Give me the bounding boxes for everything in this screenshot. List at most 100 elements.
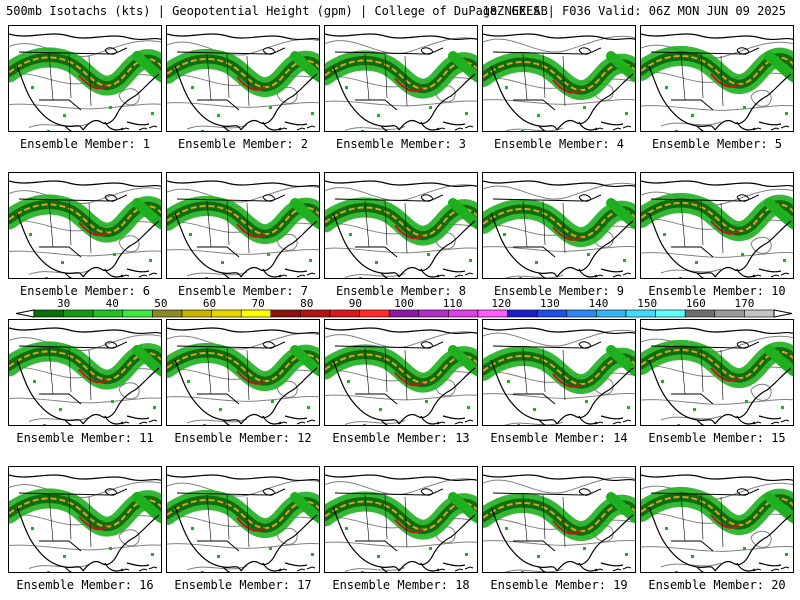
coastline [420,415,440,425]
colorbar-swatch [211,309,242,318]
coastline [641,180,793,188]
member-label-prefix: Ensemble Member: [651,137,775,151]
country-border [39,540,82,552]
coastline [398,514,476,572]
coastline [240,367,318,425]
coastline [483,474,635,482]
isotach-cell [677,424,680,425]
coastline [556,367,634,425]
height-contour [118,529,140,547]
isotach-cell [623,259,626,262]
island [464,272,474,276]
ensemble-map [9,327,161,425]
country-border [197,540,240,552]
height-contour [483,392,635,399]
ensemble-map [325,327,477,425]
isotach-cell [427,253,430,256]
country-border [513,99,556,111]
coastline [284,415,308,420]
isotach-cell [109,106,112,109]
isotach-cell [269,547,272,550]
member-number: 13 [455,431,470,445]
coastline [648,65,716,131]
island [594,421,604,425]
coastline [325,33,477,41]
island [306,419,316,423]
isotach-cell [537,114,540,117]
colorbar-swatch [596,309,627,318]
height-contour [641,251,793,258]
isotach-cell [467,406,470,409]
ensemble-map-panel [640,25,794,132]
island [780,419,790,423]
coastline [126,562,150,567]
coastline [380,419,389,425]
coastline [714,73,792,131]
ensemble-map [9,474,161,572]
member-number: 12 [297,431,312,445]
isotach-cell [693,408,696,411]
jet-max-contour [710,367,740,382]
colorbar-swatch [477,309,508,318]
isotach-cell [45,277,48,278]
height-contour [641,545,793,552]
island [454,568,464,572]
ensemble-map-panel [8,172,162,279]
height-contour [28,123,90,128]
coastline [736,121,756,131]
island [612,274,622,278]
ensemble-map [325,180,477,278]
isotach-cell [309,259,312,262]
great-lakes [262,47,276,55]
member-number: 4 [616,137,625,151]
isotach-cell [505,86,508,89]
jet-east-band [448,198,477,230]
coastline [16,359,84,425]
isotach-cell [31,86,34,89]
great-lakes [420,488,434,496]
isotach-cell [361,130,364,131]
coastline [380,125,389,131]
isotach-cell [379,408,382,411]
island [306,125,316,129]
country-border [39,99,82,111]
isotach-cell [583,106,586,109]
member-label-prefix: Ensemble Member: [16,578,140,592]
ensemble-map-panel [324,466,478,573]
state-borders [48,200,92,254]
colorbar-tick-label: 70 [251,297,264,310]
coastline [420,562,440,572]
jet-east-band [606,492,635,524]
coastline [578,121,598,131]
colorbar-swatch [388,309,420,318]
great-lakes [262,488,276,496]
height-contour [9,187,161,204]
coastline [82,220,160,278]
isotach-cell [349,233,352,236]
isotach-cell [535,261,538,264]
island [148,419,158,423]
colorbar-swatch [122,309,153,318]
coastline [758,562,782,567]
height-contour [325,37,477,54]
coastline [600,121,624,126]
jet-core-line [9,56,161,87]
coastline [600,415,624,420]
jet-max-contour [394,371,424,387]
island [436,421,446,425]
isotach-cell [151,112,154,115]
state-borders [206,200,250,254]
great-lakes [736,194,750,202]
coastline [64,125,73,131]
jet-max-contour [78,368,108,384]
coastline [167,474,319,482]
member-label-prefix: Ensemble Member: [648,578,772,592]
jet-east-band [290,492,319,524]
isotach-cell [359,277,362,278]
island [278,274,288,278]
coastline [758,121,782,126]
isotach-cell [151,553,154,556]
jet-east-band [290,198,319,230]
coastline [696,419,705,425]
isotach-cell [425,400,428,403]
